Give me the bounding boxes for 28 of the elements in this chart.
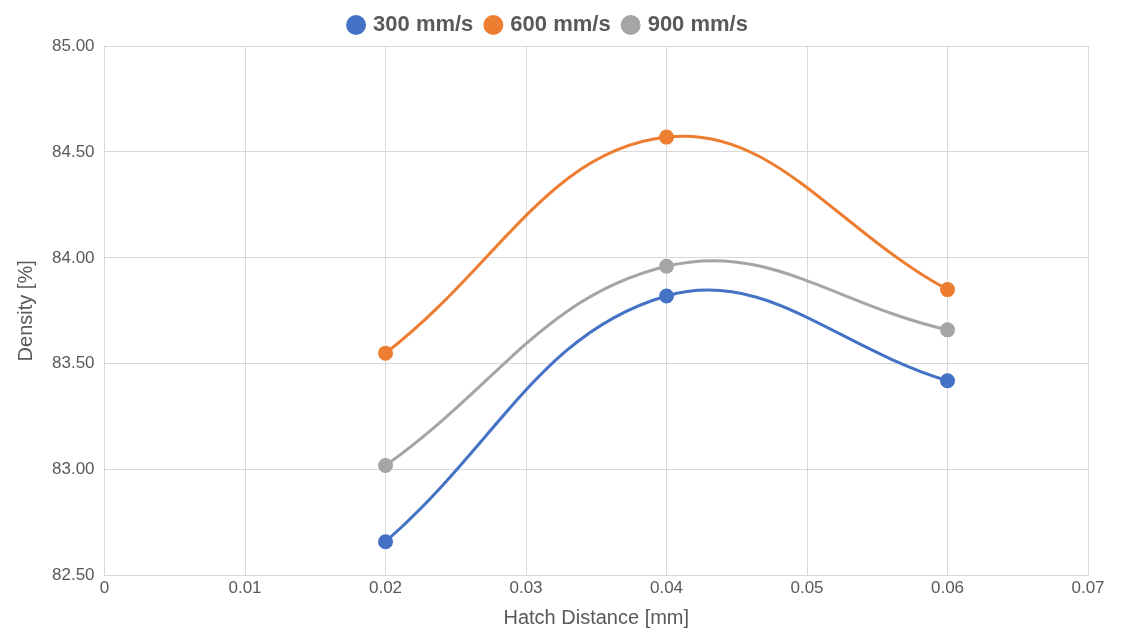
x-axis-title: Hatch Distance [mm] [503, 605, 690, 628]
x-tick-label: 0.05 [790, 578, 824, 598]
y-tick-label: 82.50 [51, 565, 95, 585]
point [659, 129, 675, 145]
x-tick-label: 0.02 [368, 578, 403, 598]
y-axis-title: Density [%] [13, 260, 36, 362]
x-tick-label: 0.01 [228, 578, 262, 598]
y-tick-label: 83.00 [51, 459, 95, 479]
legend-label: 900 mm/s [647, 11, 748, 37]
legend-label: 300 mm/s [373, 11, 474, 37]
point [378, 457, 394, 473]
x-tick-label: 0.03 [509, 578, 543, 598]
x-tick-label: 0.04 [649, 578, 684, 598]
y-tick-label: 83.50 [51, 353, 95, 373]
y-tick-label: 84.50 [51, 141, 95, 161]
y-tick-label: 84.00 [51, 247, 95, 267]
x-tick-label: 0 [99, 578, 110, 598]
x-tick-label: 0.07 [1071, 578, 1105, 598]
point [378, 534, 394, 550]
x-tick-label: 0.06 [930, 578, 965, 598]
point [378, 345, 394, 361]
y-tick-label: 85.00 [51, 35, 95, 55]
point [659, 258, 675, 274]
point [940, 322, 956, 338]
legend-label: 600 mm/s [510, 11, 611, 37]
point [940, 282, 956, 298]
point [659, 288, 675, 304]
point [940, 373, 956, 389]
